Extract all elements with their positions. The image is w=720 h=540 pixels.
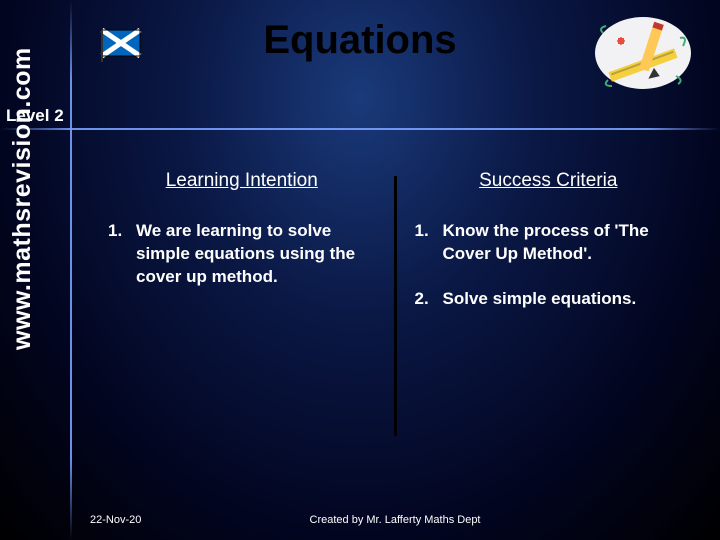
list-item: Know the process of 'The Cover Up Method… xyxy=(415,220,683,266)
website-label: www.mathsrevision.com xyxy=(8,47,37,350)
math-tools-icon xyxy=(588,8,698,93)
footer-date: 22-Nov-20 xyxy=(90,514,141,526)
learning-intention-heading: Learning Intention xyxy=(108,170,376,192)
content-area: Learning Intention We are learning to so… xyxy=(90,170,700,490)
list-item: Solve simple equations. xyxy=(415,288,683,311)
learning-intention-list: We are learning to solve simple equation… xyxy=(108,220,376,289)
list-item: We are learning to solve simple equation… xyxy=(108,220,376,289)
scotland-flag-icon xyxy=(100,28,150,62)
vertical-gridline xyxy=(70,0,72,540)
footer: 22-Nov-20 Created by Mr. Lafferty Maths … xyxy=(90,514,700,526)
left-column: Learning Intention We are learning to so… xyxy=(90,170,394,490)
success-criteria-heading: Success Criteria xyxy=(415,170,683,192)
slide-title: Equations xyxy=(263,18,456,63)
footer-credit: Created by Mr. Lafferty Maths Dept xyxy=(310,514,481,526)
horizontal-gridline xyxy=(0,128,720,130)
right-column: Success Criteria Know the process of 'Th… xyxy=(397,170,701,490)
success-criteria-list: Know the process of 'The Cover Up Method… xyxy=(415,220,683,311)
